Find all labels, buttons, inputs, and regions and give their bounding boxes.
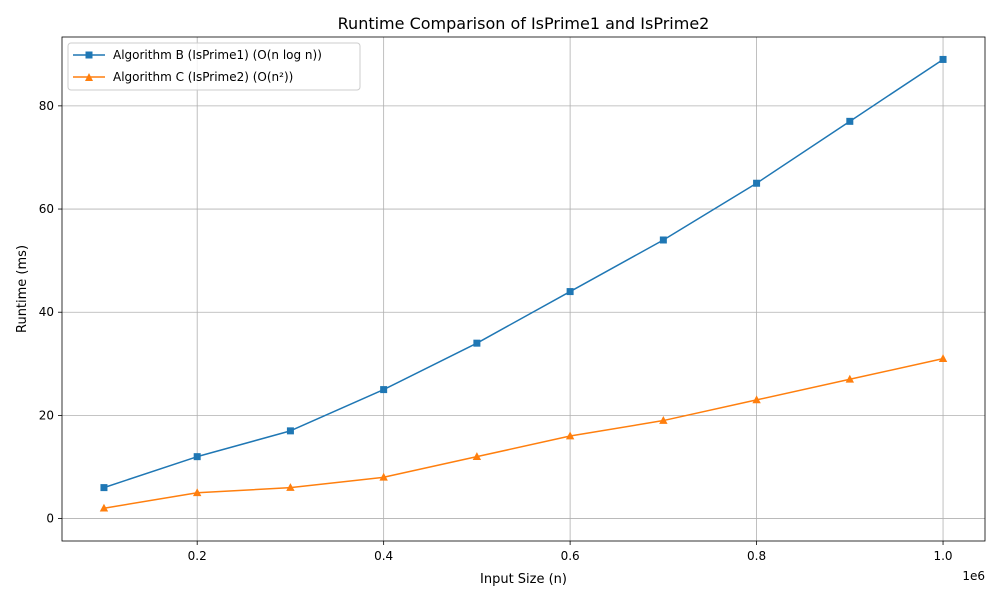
y-tick-label: 20: [39, 408, 54, 422]
x-axis-offset-text: 1e6: [962, 569, 985, 583]
series-line-0: [103, 58, 944, 489]
data-point-triangle: [286, 483, 295, 491]
grid-layer: [62, 37, 985, 541]
x-tick-label: 0.8: [747, 549, 766, 563]
legend: Algorithm B (IsPrime1) (O(n log n)) Algo…: [67, 42, 361, 91]
plot-area-frame: [61, 36, 986, 542]
legend-label-series-b: Algorithm B (IsPrime1) (O(n log n)): [113, 48, 322, 62]
x-axis-label: Input Size (n): [480, 572, 567, 587]
y-tick-label: 40: [39, 305, 54, 319]
legend-box: [67, 42, 361, 91]
data-point-square: [659, 236, 667, 244]
chart-title: Runtime Comparison of IsPrime1 and IsPri…: [338, 14, 710, 33]
data-point-square: [473, 339, 481, 347]
data-point-square: [100, 484, 108, 492]
y-axis-label: Runtime (ms): [15, 245, 30, 333]
ticks-layer: 0.2 0.4 0.6 0.8 1.0 0 20 40 60 80: [39, 99, 953, 563]
data-point-square: [286, 427, 294, 435]
data-point-triangle: [379, 472, 388, 481]
x-tick-label: 0.4: [374, 549, 393, 563]
x-tick-label: 1.0: [933, 549, 952, 563]
legend-label-series-c: Algorithm C (IsPrime2) (O(n²)): [113, 70, 293, 84]
legend-marker-series-b: [85, 51, 93, 59]
data-point-square: [193, 453, 201, 461]
x-tick-label: 0.6: [561, 549, 580, 563]
data-point-triangle: [659, 416, 668, 424]
legend-marker-series-c: [85, 73, 93, 81]
x-tick-label: 0.2: [188, 549, 207, 563]
data-point-triangle: [192, 488, 202, 497]
y-tick-label: 80: [39, 99, 54, 113]
data-point-triangle: [472, 452, 482, 460]
y-tick-label: 0: [46, 512, 54, 526]
series-line-1: [103, 357, 944, 509]
data-point-square: [380, 386, 388, 394]
series-layer: [99, 55, 948, 512]
data-point-triangle: [99, 503, 109, 512]
data-point-triangle: [845, 374, 855, 383]
data-point-triangle: [752, 395, 761, 404]
data-point-square: [753, 179, 761, 187]
data-point-triangle: [938, 354, 948, 362]
data-point-triangle: [565, 431, 575, 440]
y-tick-label: 60: [39, 202, 54, 216]
data-point-square: [939, 55, 947, 63]
data-point-square: [566, 288, 574, 296]
data-point-square: [846, 117, 854, 125]
